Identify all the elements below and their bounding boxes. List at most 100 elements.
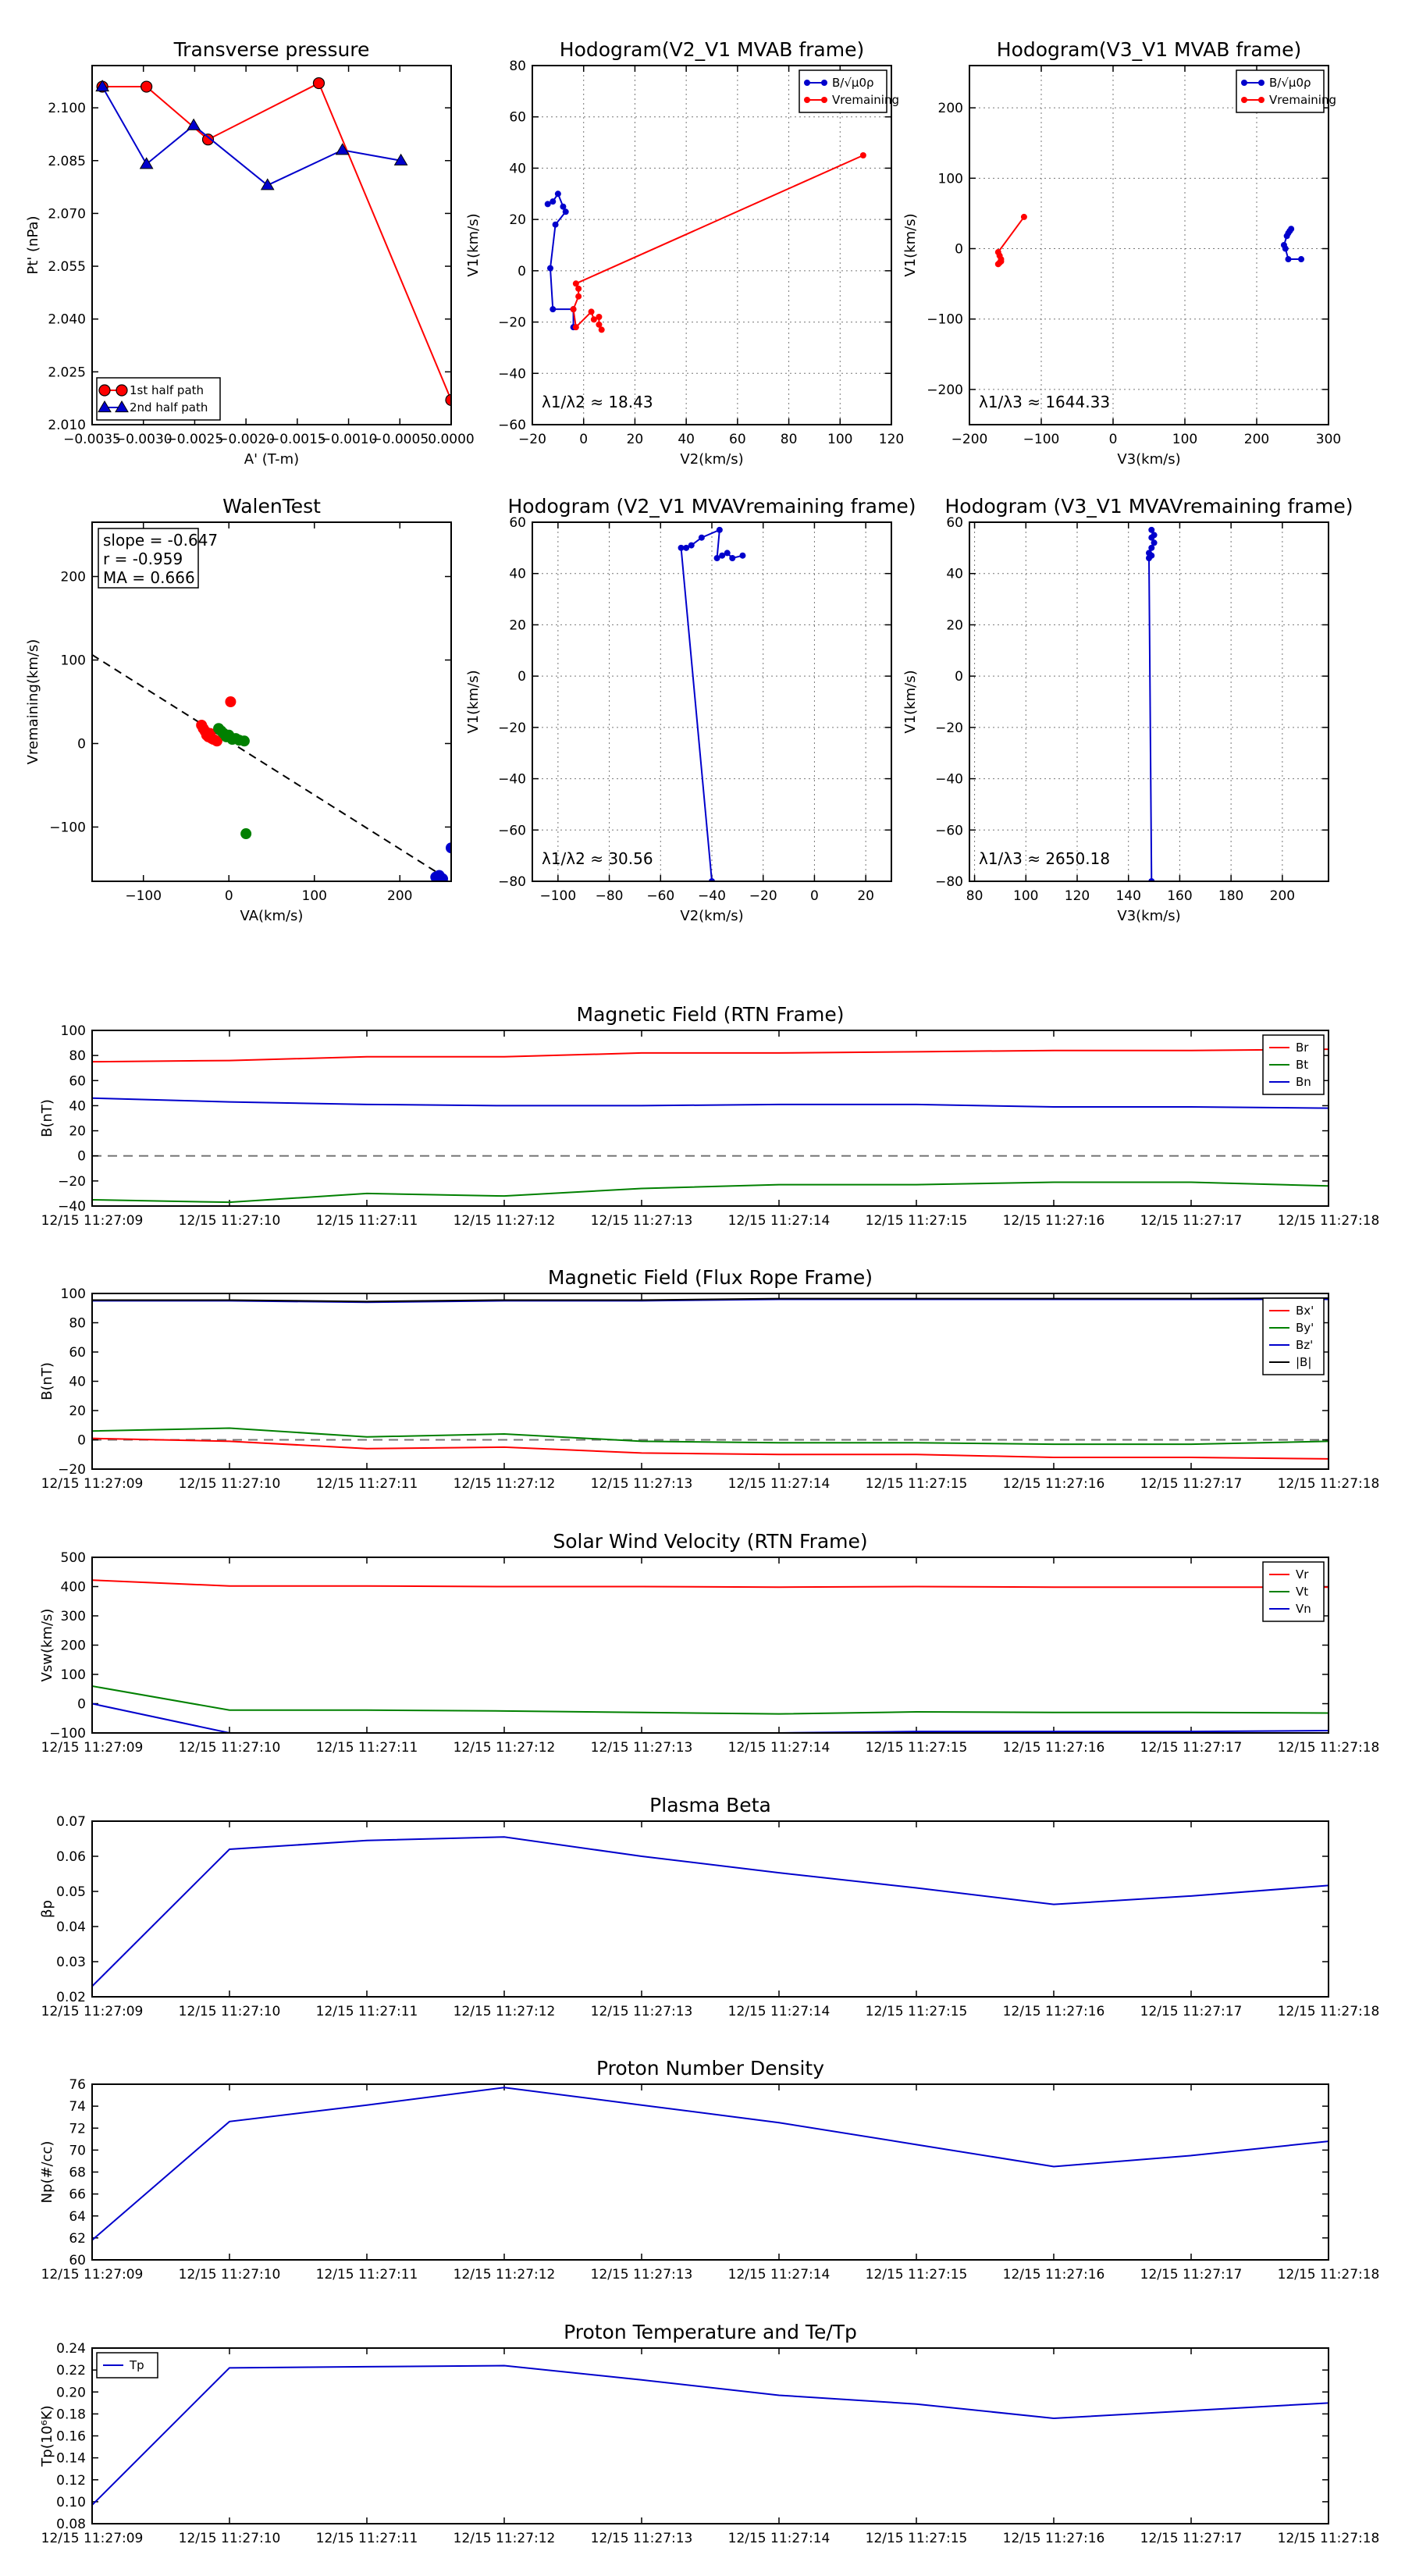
data-point (596, 314, 603, 320)
chart-title: Magnetic Field (Flux Rope Frame) (548, 1266, 873, 1289)
data-point (1020, 213, 1027, 220)
scatter-point (446, 842, 451, 854)
y-tick-label: −20 (935, 720, 963, 736)
x-tick-label: 12/15 11:27:18 (1278, 1476, 1380, 1492)
data-point (562, 208, 569, 215)
stats-line: slope = -0.647 (103, 531, 218, 550)
legend-label: |B| (1296, 1355, 1311, 1369)
y-axis-label: Vsw(km/s) (39, 1609, 55, 1682)
data-point (575, 293, 582, 300)
plot-area (92, 2087, 1329, 2241)
x-tick-label: 12/15 11:27:11 (316, 1476, 418, 1492)
x-tick-label: 120 (879, 432, 904, 447)
x-tick-label: 12/15 11:27:11 (316, 2004, 418, 2019)
series-line-Vt (92, 1685, 1329, 1715)
x-tick-label: 12/15 11:27:15 (866, 1740, 968, 1756)
x-tick-label: −0.0025 (166, 432, 224, 447)
x-tick-label: 12/15 11:27:09 (41, 1740, 144, 1756)
x-tick-label: 120 (1065, 888, 1090, 904)
plot-area (92, 1048, 1329, 1204)
data-point (95, 80, 110, 92)
x-tick-label: 200 (387, 888, 412, 904)
x-tick-label: 12/15 11:27:17 (1140, 2531, 1243, 2546)
x-tick-label: 100 (827, 432, 852, 447)
x-tick-label: 12/15 11:27:14 (728, 1740, 831, 1756)
x-tick-label: 0.0000 (428, 432, 474, 447)
data-point (1288, 226, 1295, 233)
x-tick-label: 12/15 11:27:10 (179, 1213, 281, 1229)
legend-label: Vt (1296, 1585, 1308, 1599)
data-point (445, 393, 451, 407)
x-tick-label: 12/15 11:27:12 (454, 1740, 556, 1756)
scatter-point (437, 873, 449, 881)
y-tick-label: −20 (498, 315, 526, 331)
x-tick-label: 12/15 11:27:16 (1003, 2531, 1105, 2546)
y-tick-label: 0.24 (56, 2341, 86, 2357)
data-point (554, 190, 561, 197)
y-tick-label: 60 (69, 1073, 86, 1089)
x-tick-label: 12/15 11:27:09 (41, 1213, 144, 1229)
x-tick-label: 12/15 11:27:13 (591, 1740, 693, 1756)
data-point (1148, 544, 1155, 551)
y-tick-label: 2.010 (48, 418, 86, 433)
data-point (201, 133, 215, 146)
chart-title: Solar Wind Velocity (RTN Frame) (553, 1530, 867, 1553)
plot-area (1146, 526, 1158, 881)
axes-frame (969, 65, 1329, 425)
y-tick-label: 20 (509, 617, 526, 633)
axes-frame (91, 65, 452, 425)
chart-title: Magnetic Field (RTN Frame) (577, 1003, 845, 1026)
y-tick-label: 0.16 (56, 2429, 86, 2445)
x-tick-label: 12/15 11:27:12 (454, 2004, 556, 2019)
y-tick-label: 40 (946, 567, 963, 582)
x-tick-label: 12/15 11:27:17 (1140, 1476, 1243, 1492)
x-tick-label: 12/15 11:27:12 (454, 1213, 556, 1229)
series-line-Bx' (92, 1437, 1329, 1460)
stats-box (98, 528, 199, 589)
series-line-|B| (92, 1297, 1329, 1303)
legend-label: Bz' (1296, 1338, 1313, 1352)
legend-label: B/√μ0ρ (1269, 76, 1311, 90)
x-tick-label: −0.0010 (320, 432, 378, 447)
x-tick-label: 12/15 11:27:11 (316, 1213, 418, 1229)
chart-title: Hodogram(V3_V1 MVAB frame) (997, 38, 1301, 61)
scatter-point (225, 696, 237, 707)
y-tick-label: −40 (935, 772, 963, 788)
x-tick-label: 12/15 11:27:12 (454, 1476, 556, 1492)
y-tick-label: 100 (938, 171, 963, 187)
x-tick-label: 180 (1218, 888, 1243, 904)
series-line-B/√μ0ρ (547, 192, 574, 328)
y-tick-label: 500 (61, 1550, 86, 1566)
legend-label: Bt (1296, 1058, 1308, 1072)
y-tick-label: −40 (498, 772, 526, 788)
x-tick-label: 12/15 11:27:09 (41, 2267, 144, 2282)
x-tick-label: 12/15 11:27:16 (1003, 2267, 1105, 2282)
chart-title: Plasma Beta (649, 1794, 771, 1816)
data-point (698, 534, 705, 541)
x-tick-label: 12/15 11:27:13 (591, 1476, 693, 1492)
y-tick-label: −100 (49, 1726, 86, 1742)
data-point (590, 316, 597, 323)
legend-label: B/√μ0ρ (832, 76, 874, 90)
data-point (575, 285, 582, 292)
data-point (1146, 550, 1152, 557)
x-axis-label: A' (T-m) (244, 451, 299, 468)
y-tick-label: 60 (69, 2253, 86, 2268)
y-tick-label: 0.07 (56, 1814, 86, 1830)
x-tick-label: 0 (810, 888, 819, 904)
x-tick-label: 12/15 11:27:12 (454, 2531, 556, 2546)
y-tick-label: 80 (69, 1316, 86, 1332)
data-point (1280, 242, 1287, 248)
axes-frame (91, 1030, 1329, 1207)
y-axis-label: Pt' (nPa) (25, 215, 41, 274)
y-tick-label: 200 (61, 1638, 86, 1654)
chart-walen-test: WalenTest −100 0 100 200 −100 0 100 200 VA(km/s) V… (25, 495, 452, 924)
data-point (552, 221, 559, 228)
chart-solar-wind-velocity: Solar Wind Velocity (RTN Frame) 12/15 11:… (39, 1530, 1379, 1756)
x-tick-label: 100 (1013, 888, 1038, 904)
chart-magnetic-field-flux-rope: Magnetic Field (Flux Rope Frame) 12/15 11… (39, 1266, 1379, 1492)
x-tick-label: −60 (646, 888, 674, 904)
x-tick-label: 12/15 11:27:10 (179, 2531, 281, 2546)
y-tick-label: −60 (498, 823, 526, 838)
x-tick-label: 12/15 11:27:16 (1003, 2004, 1105, 2019)
